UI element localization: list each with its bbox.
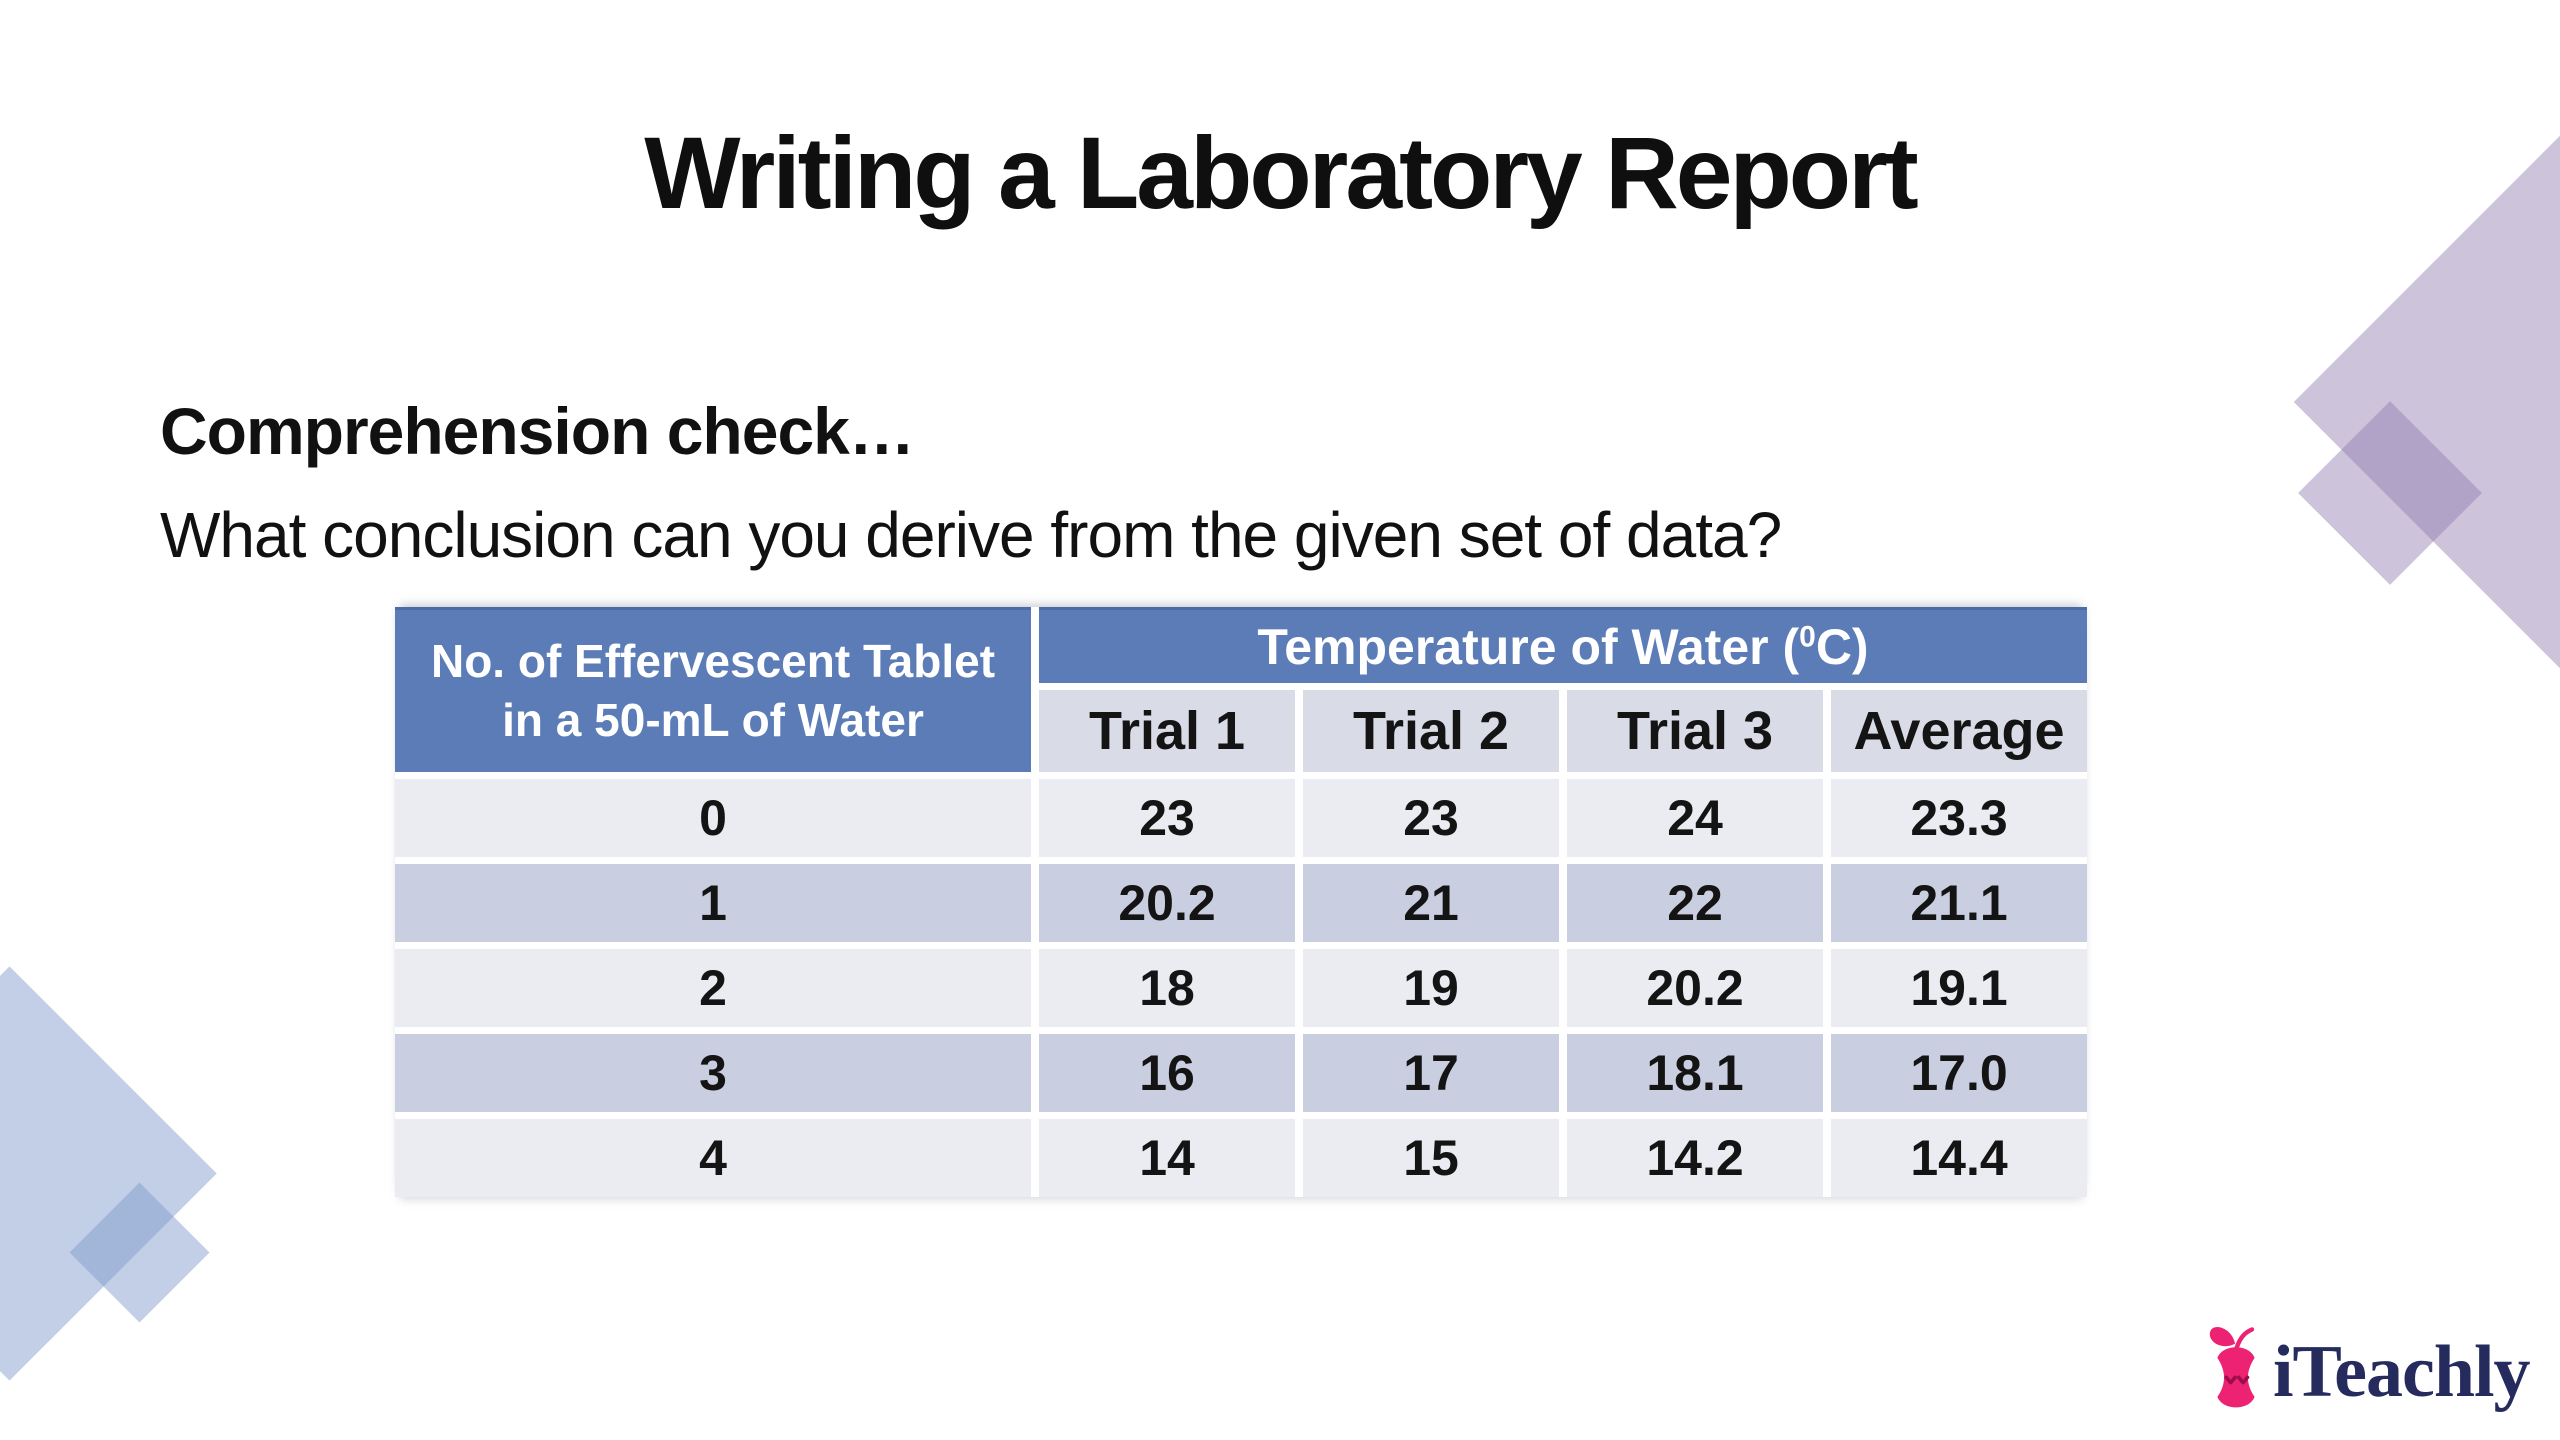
brand-logo: iTeachly <box>2205 1320 2531 1424</box>
table-cell: 4 <box>395 1119 1031 1197</box>
table-cell: 20.2 <box>1567 949 1823 1027</box>
table-cell: 19 <box>1303 949 1559 1027</box>
data-table: No. of Effervescent Tablet in a 50-mL of… <box>395 607 2087 1197</box>
table-cell: 18.1 <box>1567 1034 1823 1112</box>
table-group-header: Temperature of Water (0C) <box>1039 607 2087 683</box>
decor-diamond-bottom-left-large <box>0 966 217 1381</box>
apple-core-icon <box>2209 1326 2255 1408</box>
section-heading: Comprehension check… <box>160 394 915 468</box>
column-header-trial2: Trial 2 <box>1303 690 1559 772</box>
column-header-average: Average <box>1831 690 2087 772</box>
table-cell: 23.3 <box>1831 779 2087 857</box>
table-cell: 21.1 <box>1831 864 2087 942</box>
table-cell: 3 <box>395 1034 1031 1112</box>
table-cell: 19.1 <box>1831 949 2087 1027</box>
column-header-trial3: Trial 3 <box>1567 690 1823 772</box>
table-cell: 23 <box>1039 779 1295 857</box>
page-title: Writing a Laboratory Report <box>644 116 1919 230</box>
table-cell: 17 <box>1303 1034 1559 1112</box>
table-cell: 16 <box>1039 1034 1295 1112</box>
table-cell: 23 <box>1303 779 1559 857</box>
brand-logo-text: iTeachly <box>2273 1331 2531 1413</box>
question-text: What conclusion can you derive from the … <box>160 499 1782 571</box>
table-cell: 15 <box>1303 1119 1559 1197</box>
table-cell: 18 <box>1039 949 1295 1027</box>
table-cell: 24 <box>1567 779 1823 857</box>
table-cell: 20.2 <box>1039 864 1295 942</box>
table-cell: 14.4 <box>1831 1119 2087 1197</box>
table-cell: 22 <box>1567 864 1823 942</box>
group-header-text: Temperature of Water (0C) <box>1257 618 1869 675</box>
corner-header-line1: No. of Effervescent Tablet <box>430 635 996 688</box>
table-cell: 14 <box>1039 1119 1295 1197</box>
table-cell: 17.0 <box>1831 1034 2087 1112</box>
table-cell: 1 <box>395 864 1031 942</box>
table-cell: 21 <box>1303 864 1559 942</box>
table-corner-header: No. of Effervescent Tablet in a 50-mL of… <box>395 607 1031 772</box>
table-cell: 2 <box>395 949 1031 1027</box>
column-header-trial1: Trial 1 <box>1039 690 1295 772</box>
corner-header-line2: in a 50-mL of Water <box>502 694 924 746</box>
table-cell: 0 <box>395 779 1031 857</box>
table-cell: 14.2 <box>1567 1119 1823 1197</box>
